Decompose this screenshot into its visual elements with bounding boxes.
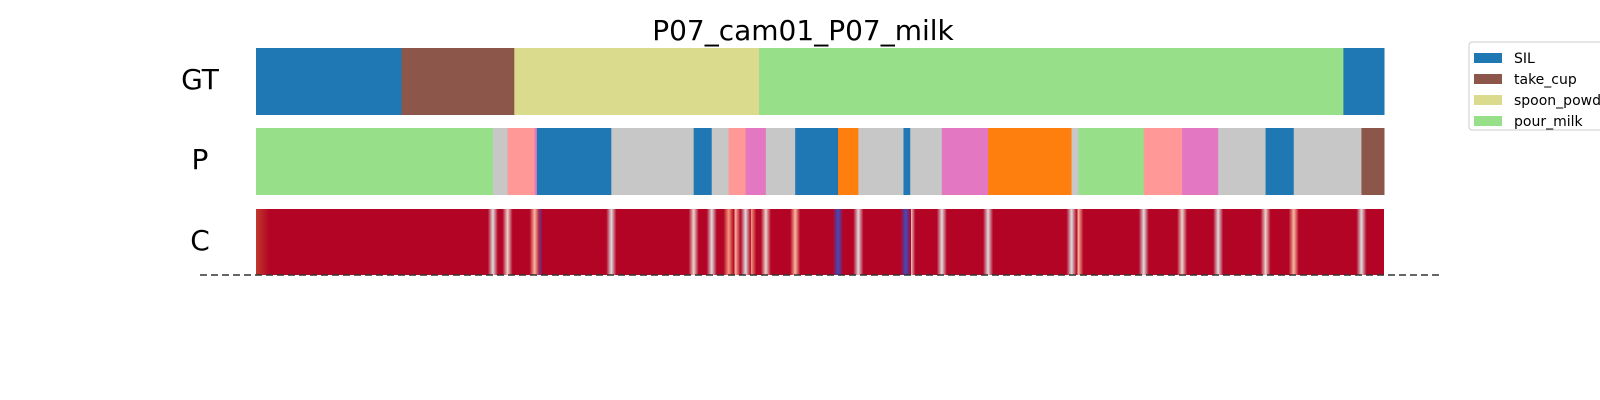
pred-segment xyxy=(765,128,796,195)
legend-label: take_cup xyxy=(1514,72,1577,88)
row-label-c: C xyxy=(190,224,210,257)
pred-segment xyxy=(838,128,859,195)
prediction-row xyxy=(256,128,1385,195)
chart-title: P07_cam01_P07_milk xyxy=(652,14,954,47)
pred-segment xyxy=(1361,128,1385,195)
row-label-p: P xyxy=(192,143,209,176)
legend-label: spoon_powd xyxy=(1514,93,1600,109)
legend-label: SIL xyxy=(1514,51,1535,67)
gt-segment-SIL xyxy=(1343,48,1385,115)
pred-segment xyxy=(1078,128,1145,195)
legend: SIL take_cup spoon_powd pour_milk xyxy=(1468,41,1600,131)
pred-segment xyxy=(858,128,904,195)
row-label-gt: GT xyxy=(181,63,220,96)
pred-segment xyxy=(745,128,767,195)
legend-label: pour_milk xyxy=(1514,114,1583,130)
pred-segment xyxy=(941,128,989,195)
pred-segment xyxy=(903,128,911,195)
pred-segment xyxy=(1182,128,1219,195)
pred-segment xyxy=(693,128,713,195)
gt-segment-spoon_powd xyxy=(514,48,760,115)
legend-swatch xyxy=(1474,74,1502,84)
gt-row xyxy=(256,48,1385,115)
legend-swatch xyxy=(1474,53,1502,63)
pred-segment xyxy=(536,128,612,195)
pred-segment xyxy=(1293,128,1362,195)
pred-segment xyxy=(910,128,943,195)
gt-segment-SIL xyxy=(256,48,403,115)
gt-segment-take_cup xyxy=(401,48,515,115)
pred-segment xyxy=(611,128,695,195)
legend-swatch xyxy=(1474,116,1502,126)
pred-segment xyxy=(492,128,509,195)
pred-segment xyxy=(728,128,747,195)
pred-segment xyxy=(711,128,730,195)
legend-frame xyxy=(1468,41,1600,131)
confidence-row xyxy=(256,209,1384,275)
pred-segment xyxy=(795,128,839,195)
pred-segment xyxy=(1265,128,1295,195)
pred-segment xyxy=(1071,128,1079,195)
pred-segment xyxy=(256,128,494,195)
pred-segment xyxy=(1218,128,1267,195)
legend-swatch xyxy=(1474,95,1502,105)
confidence-strip xyxy=(256,209,1384,275)
pred-segment xyxy=(988,128,1073,195)
gt-segment-pour_milk xyxy=(759,48,1344,115)
pred-segment xyxy=(1143,128,1183,195)
pred-segment xyxy=(507,128,536,195)
pred-segment xyxy=(534,128,538,195)
